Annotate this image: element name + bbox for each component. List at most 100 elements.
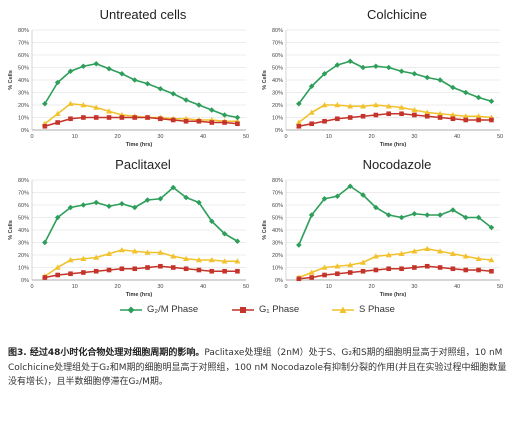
data-point-g2m — [42, 100, 48, 107]
y-tick-label: 40% — [18, 78, 29, 84]
y-tick-label: 10% — [18, 266, 29, 272]
data-point-g1 — [235, 121, 240, 127]
data-point-g1 — [424, 113, 430, 119]
x-tick-label: 20 — [369, 284, 375, 290]
data-point-g1 — [360, 268, 366, 274]
chart-title: Untreated cells — [100, 7, 187, 22]
data-point-g2m — [308, 212, 315, 218]
legend-item-g1: G₁ Phase — [232, 304, 299, 315]
x-tick-label: 50 — [497, 284, 503, 290]
data-point-g1 — [196, 267, 202, 273]
y-tick-label: 20% — [18, 103, 29, 109]
data-point-s — [437, 110, 444, 116]
chart-title: Colchicine — [367, 7, 427, 22]
data-point-g1 — [158, 263, 163, 269]
x-tick-label: 10 — [72, 134, 78, 140]
data-point-s — [424, 109, 431, 115]
data-point-s — [462, 253, 469, 259]
y-tick-label: 50% — [272, 66, 283, 72]
data-point-s — [437, 248, 444, 254]
y-tick-label: 50% — [272, 216, 283, 222]
data-point-s — [449, 112, 456, 118]
chart-legend: G₂/M Phase G₁ Phase S Phase — [0, 302, 514, 322]
data-point-g2m — [347, 183, 353, 190]
data-point-g1 — [106, 267, 112, 273]
data-point-g2m — [296, 100, 302, 107]
chart-svg: Colchicine 0% 10% 20% 30% 40% 50% 60% 70% 80% 0 10 2… — [262, 7, 503, 148]
data-point-s — [398, 250, 405, 256]
data-point-g1 — [196, 118, 202, 124]
chart-nocodazole: Nocodazole 0% 10% 20% 30% 40% 50% 60% 70% 80% 0 10 2… — [256, 152, 506, 300]
data-point-g1 — [412, 265, 417, 270]
data-point-s — [106, 108, 113, 114]
y-tick-label: 30% — [272, 91, 283, 97]
caption-text: Paclitaxe处理组（2nM）处于S、G₂和S期的细胞明显高于对照组，10 … — [8, 348, 507, 387]
data-point-s — [411, 248, 418, 254]
data-point-s — [385, 103, 392, 109]
data-point-s — [80, 102, 87, 108]
chart-title: Nocodazole — [363, 157, 432, 172]
y-tick-label: 80% — [18, 178, 29, 184]
data-point-g2m — [360, 64, 366, 71]
data-point-g1 — [42, 123, 48, 129]
data-point-g2m — [450, 84, 456, 91]
y-tick-label: 50% — [18, 66, 29, 72]
data-point-g1 — [81, 115, 86, 120]
data-point-g1 — [170, 117, 176, 123]
y-tick-label: 20% — [272, 253, 283, 259]
y-tick-label: 0% — [275, 278, 283, 284]
data-point-g2m — [80, 202, 87, 208]
data-point-g2m — [67, 68, 74, 75]
data-point-g2m — [170, 184, 177, 191]
data-point-g2m — [234, 238, 241, 245]
series-line-s — [298, 104, 492, 124]
series-line-g2m — [298, 185, 492, 246]
series-line-g1 — [44, 116, 238, 128]
data-point-s — [372, 253, 379, 259]
data-point-g2m — [488, 98, 495, 105]
data-point-g1 — [158, 116, 163, 122]
data-point-g1 — [309, 275, 314, 280]
y-tick-label: 40% — [272, 78, 283, 84]
series-line-g1 — [44, 265, 238, 279]
data-point-g2m — [196, 102, 202, 108]
y-tick-label: 70% — [272, 41, 283, 47]
series-line-s — [44, 249, 238, 277]
legend-marker-g2m — [120, 306, 142, 313]
data-point-g1 — [437, 265, 443, 270]
data-point-s — [234, 258, 241, 264]
y-tick-label: 80% — [272, 28, 283, 34]
data-point-g2m — [42, 239, 48, 246]
data-point-g2m — [462, 214, 469, 221]
x-tick-label: 20 — [115, 284, 121, 290]
data-point-g2m — [144, 80, 151, 87]
chart-svg: Paclitaxel 0% 10% 20% 30% 40% 50% 60% 70% 80% 0 10 2… — [8, 157, 249, 298]
x-tick-label: 30 — [411, 134, 417, 140]
y-tick-label: 40% — [18, 228, 29, 234]
data-point-g1 — [42, 275, 48, 280]
figure-caption: 图3. 经过48小时化合物处理对细胞周期的影响。Paclitaxe处理组（2nM… — [8, 346, 508, 390]
x-tick-label: 0 — [284, 284, 287, 290]
x-tick-label: 30 — [157, 284, 163, 290]
data-point-g2m — [80, 63, 87, 70]
data-point-g2m — [296, 242, 302, 248]
y-tick-label: 80% — [18, 28, 29, 34]
data-point-g1 — [386, 266, 392, 272]
chart-svg: Nocodazole 0% 10% 20% 30% 40% 50% 60% 70% 80% 0 10 2… — [262, 157, 503, 298]
series-line-g1 — [298, 265, 492, 280]
data-point-g1 — [322, 272, 327, 278]
chart-title: Paclitaxel — [115, 157, 171, 172]
data-point-g1 — [309, 121, 314, 127]
data-point-g1 — [119, 115, 125, 120]
y-tick-label: 60% — [272, 203, 283, 209]
data-point-g1 — [119, 266, 125, 272]
caption-title: 图3. 经过48小时化合物处理对细胞周期的影响。 — [8, 348, 205, 358]
data-point-s — [67, 257, 74, 263]
x-tick-label: 0 — [284, 134, 287, 140]
data-point-g1 — [145, 115, 150, 120]
data-point-s — [347, 262, 354, 268]
data-point-g2m — [131, 204, 138, 211]
data-point-g2m — [437, 77, 443, 83]
data-point-g2m — [221, 230, 228, 237]
data-point-g2m — [54, 214, 61, 221]
